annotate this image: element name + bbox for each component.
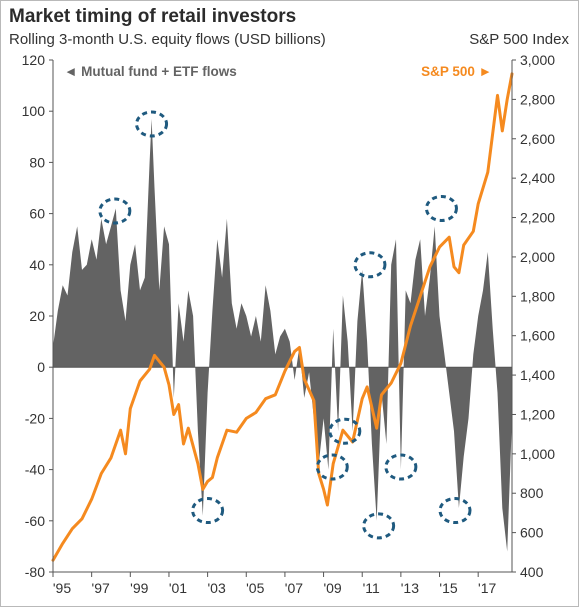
- x-tick-label: '17: [478, 580, 496, 596]
- annotation-circle-6: [353, 251, 387, 279]
- sp500-line: [51, 72, 514, 562]
- x-tick-label: '11: [363, 580, 380, 596]
- left-tick-label: 20: [29, 308, 45, 324]
- x-tick-label: '09: [323, 580, 341, 596]
- annotation-circle-2: [135, 110, 169, 138]
- left-tick-label: 0: [37, 359, 45, 375]
- right-tick-label: 3,000: [520, 52, 555, 68]
- flows-area: [53, 118, 512, 552]
- x-tick-label: '05: [246, 580, 264, 596]
- right-tick-label: 400: [520, 564, 544, 580]
- annotation-circle-7: [362, 512, 396, 540]
- legend-sp500-label: S&P 500 ►: [421, 64, 492, 79]
- left-tick-label: 120: [22, 52, 46, 68]
- right-tick-label: 1,800: [520, 288, 555, 304]
- x-tick-label: '15: [439, 580, 457, 596]
- right-tick-label: 2,400: [520, 170, 555, 186]
- left-tick-label: 80: [29, 154, 45, 170]
- axes-layer: -80 -60 -40 -20 0 20 40 60 80 100 120 400 600 800 1,00…: [22, 52, 556, 596]
- left-tick-label: -20: [25, 410, 45, 426]
- flows-area-layer: [53, 118, 512, 552]
- left-tick-label: -40: [25, 462, 45, 478]
- left-tick-label: 60: [29, 206, 45, 222]
- annotation-circle-5: [328, 417, 362, 445]
- x-tick-label: '95: [53, 580, 71, 596]
- annotation-circle-9: [424, 194, 458, 222]
- right-tick-label: 1,600: [520, 328, 555, 344]
- annotation-circles-layer: [98, 110, 472, 540]
- right-tick-label: 2,800: [520, 91, 555, 107]
- annotation-circle-10: [438, 497, 472, 525]
- x-tick-label: '07: [285, 580, 303, 596]
- right-tick-label: 2,200: [520, 210, 555, 226]
- right-tick-label: 1,000: [520, 446, 555, 462]
- annotation-circle-4: [315, 453, 349, 481]
- legend-flows-label: ◄ Mutual fund + ETF flows: [64, 64, 237, 79]
- left-tick-label: -60: [25, 513, 45, 529]
- right-tick-label: 2,600: [520, 131, 555, 147]
- x-tick-label: '13: [401, 580, 419, 596]
- x-tick-label: '03: [207, 580, 225, 596]
- right-axis-label: S&P 500 Index: [469, 31, 569, 48]
- left-tick-label: 40: [29, 257, 45, 273]
- annotation-circle-8: [384, 453, 418, 481]
- right-tick-label: 600: [520, 525, 544, 541]
- right-tick-label: 800: [520, 485, 544, 501]
- sp500-line-layer: [51, 72, 514, 562]
- left-tick-label: -80: [25, 564, 45, 580]
- x-tick-label: '97: [92, 580, 110, 596]
- left-tick-label: 100: [22, 103, 46, 119]
- x-tick-label: '99: [130, 580, 148, 596]
- chart-subtitle: Rolling 3-month U.S. equity flows (USD b…: [9, 31, 326, 48]
- right-tick-label: 1,400: [520, 367, 555, 383]
- x-tick-label: '01: [169, 580, 187, 596]
- annotation-circle-1: [98, 197, 132, 225]
- annotation-circle-3: [191, 497, 225, 525]
- chart-title: Market timing of retail investors: [9, 6, 297, 27]
- legend-layer: ◄ Mutual fund + ETF flows S&P 500 ►: [64, 64, 492, 79]
- right-tick-label: 1,200: [520, 406, 555, 422]
- right-tick-label: 2,000: [520, 249, 555, 265]
